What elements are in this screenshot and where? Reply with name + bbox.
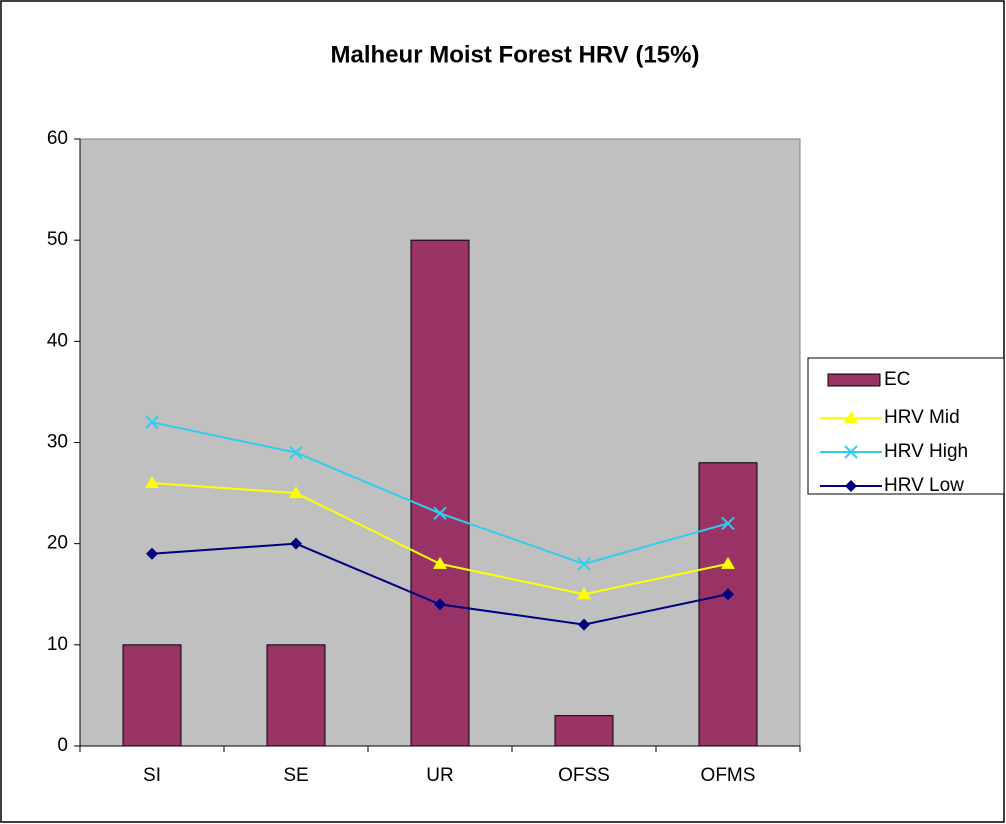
bar [122,644,182,747]
marker [577,557,591,571]
y-tick-label: 50 [47,229,68,250]
legend-label: EC [884,369,910,390]
legend-label: HRV Mid [884,407,960,428]
marker [721,556,735,569]
bar [410,239,470,747]
marker [146,547,158,560]
marker [433,556,447,569]
x-tick-label: SE [283,765,308,786]
marker [845,480,857,492]
y-tick-label: 0 [57,735,68,756]
marker [145,415,159,429]
bar [698,462,758,747]
marker [289,445,303,460]
marker [722,588,734,601]
marker [433,506,447,521]
marker [290,537,302,550]
legend-swatch [827,373,881,387]
marker [289,486,303,499]
marker [577,587,591,600]
marker [721,516,735,531]
bar [554,715,614,747]
x-tick-label: SI [143,765,161,786]
x-tick-label: OFSS [558,765,610,786]
x-tick-label: UR [426,765,453,786]
y-tick-label: 60 [47,128,68,149]
marker [578,618,590,631]
y-tick-label: 10 [47,634,68,655]
marker [844,411,858,423]
marker [434,598,446,611]
y-tick-label: 40 [47,330,68,351]
y-tick-label: 30 [47,432,68,453]
legend-label: HRV High [884,441,968,462]
y-tick-label: 20 [47,533,68,554]
chart-title: Malheur Moist Forest HRV (15%) [331,41,700,68]
x-tick-label: OFMS [701,765,756,786]
marker [844,445,858,459]
legend-label: HRV Low [884,475,964,496]
marker [145,475,159,488]
bar [266,644,326,747]
